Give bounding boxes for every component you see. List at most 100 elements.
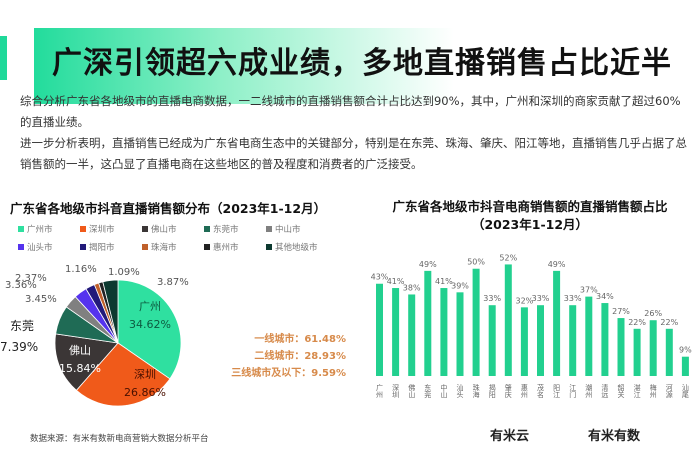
bar-value-label: 39% [451, 281, 469, 290]
bar-value-label: 33% [532, 294, 550, 303]
bar-category-label: 深圳 [392, 383, 400, 399]
pie-slice [54, 333, 119, 391]
bar [601, 303, 609, 376]
bar [681, 356, 689, 376]
pie-slice [102, 279, 119, 344]
bar-category-label: 惠州 [520, 383, 528, 398]
bar-value-label: 9% [679, 346, 692, 355]
data-source: 数据来源：有米有数新电商营销大数据分析平台 [30, 434, 209, 444]
legend-swatch [204, 226, 210, 232]
logo-youmiyoushu: 有米有数 [588, 429, 641, 444]
title-banner [34, 28, 454, 104]
bar-category-label: 汕头 [456, 383, 464, 399]
legend-item: 东莞市 [204, 223, 266, 235]
pie-slice-label: 1.09% [108, 267, 140, 278]
bar-category-label: 茂名 [537, 383, 545, 399]
bar-category-label: 韶关 [617, 383, 625, 399]
bar [520, 307, 528, 376]
bar [569, 305, 577, 376]
summary-paragraph-2: 进一步分析表明，直播销售已经成为广东省电商生态中的关键部分，特别是在东莞、珠海、… [20, 136, 687, 171]
bar-value-label: 43% [371, 273, 389, 282]
pie-chart-title: 广东省各地级市抖音直播销售额分布（2023年1-12月） [10, 201, 327, 216]
bar-value-label: 50% [467, 258, 485, 267]
bar-value-label: 33% [483, 294, 501, 303]
bar [392, 288, 400, 376]
pie-slice-name: 佛山 [69, 344, 91, 357]
bar [424, 270, 432, 376]
legend-label: 其他地级市 [275, 243, 318, 253]
pie-slice-name: 深圳 [134, 368, 156, 381]
pie-slice-label: 3.45% [25, 294, 57, 305]
pie-slice-label: 26.86% [124, 386, 166, 399]
legend-item: 广州市 [18, 223, 80, 235]
bar-chart-subtitle: （2023年1-12月） [471, 217, 589, 232]
bar-category-label: 佛山 [408, 383, 416, 399]
pie-slice-label: 3.36% [5, 280, 37, 291]
legend-item: 揭阳市 [80, 241, 142, 253]
bar [633, 328, 641, 376]
bar-category-label: 珠海 [472, 383, 480, 399]
bar [472, 268, 480, 376]
legend-label: 中山市 [275, 225, 301, 235]
bar [376, 283, 383, 376]
bar-category-label: 潮州 [585, 383, 593, 398]
legend-swatch [204, 244, 210, 250]
pie-slice [75, 342, 171, 407]
pie-slice-label: 1.16% [65, 264, 97, 275]
bar-value-label: 41% [387, 277, 405, 286]
pie-legend: 广州市 深圳市 佛山市 东莞市 中山市汕头市 揭阳市 珠海市 惠州市 其他地级市 [18, 223, 338, 253]
bar-value-label: 27% [612, 307, 630, 316]
accent-bar [0, 36, 7, 80]
bar [585, 296, 593, 376]
bar-category-label: 河源 [665, 384, 673, 399]
bar-value-label: 37% [580, 286, 598, 295]
bar-value-label: 22% [660, 318, 678, 327]
legend-item: 中山市 [266, 223, 328, 235]
bar-value-label: 49% [548, 260, 566, 269]
bar-category-label: 阳江 [553, 383, 561, 399]
pie-slice-label: 2.37% [15, 273, 47, 284]
pie-slice-label: 34.62% [129, 318, 171, 331]
legend-swatch [142, 226, 148, 232]
bar [456, 292, 464, 376]
summary-paragraph-1: 综合分析广东省各地级市的直播电商数据，一二线城市的直播销售额合计占比达到90%，… [20, 94, 681, 129]
legend-label: 佛山市 [151, 225, 177, 235]
legend-swatch [142, 244, 148, 250]
tier-3-label: 三线城市及以下：9.59% [231, 368, 346, 379]
bar-category-label: 广州 [376, 383, 384, 398]
page-title: 广深引领超六成业绩，多地直播销售占比近半 [52, 46, 672, 81]
legend-label: 揭阳市 [89, 243, 115, 253]
legend-label: 惠州市 [213, 243, 239, 253]
bar-category-label: 梅州 [649, 383, 657, 398]
bar [440, 288, 448, 376]
legend-swatch [80, 226, 86, 232]
bar-chart-title-main: 广东省各地级市抖音电商销售额的直播销售额占比 [392, 199, 668, 214]
bar-category-label: 中山 [440, 383, 448, 399]
legend-label: 珠海市 [151, 243, 177, 253]
bar-category-label: 东莞 [424, 383, 432, 399]
bar [553, 270, 561, 376]
bar-value-label: 52% [499, 253, 517, 262]
bar [488, 305, 496, 376]
bar-value-label: 49% [419, 260, 437, 269]
bar-category-label: 清远 [601, 383, 609, 399]
legend-item: 佛山市 [142, 223, 204, 235]
bar-value-label: 32% [516, 296, 534, 305]
pie-slice-label: 15.84% [59, 362, 101, 375]
bar [665, 328, 673, 376]
legend-item: 其他地级市 [266, 241, 328, 253]
bar [537, 305, 544, 376]
bar-value-label: 34% [596, 292, 614, 301]
legend-swatch [266, 244, 272, 250]
legend-item: 深圳市 [80, 223, 142, 235]
tier-2-label: 二线城市：28.93% [254, 351, 346, 362]
bar-category-label: 湛江 [633, 384, 641, 399]
bar-value-label: 41% [435, 277, 453, 286]
bar-value-label: 38% [403, 283, 421, 292]
tier-1-label: 一线城市：61.48% [254, 334, 346, 345]
pie-slice-label: 3.87% [157, 277, 189, 288]
legend-item: 汕头市 [18, 241, 80, 253]
bar-chart-title: 广东省各地级市抖音电商销售额的直播销售额占比 （2023年1-12月） [380, 198, 680, 234]
legend-swatch [80, 244, 86, 250]
